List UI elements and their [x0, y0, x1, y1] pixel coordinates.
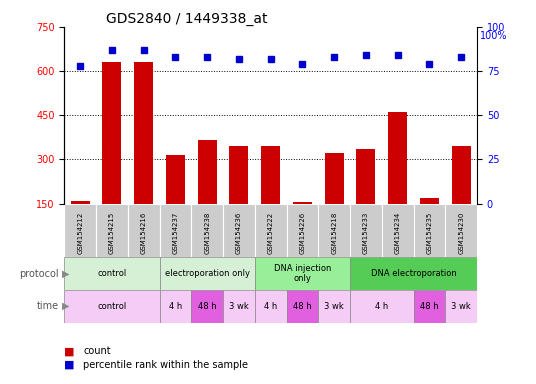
Bar: [223, 290, 255, 323]
Bar: [255, 204, 287, 257]
Bar: [356, 149, 375, 204]
Text: ■: ■: [64, 360, 75, 370]
Bar: [350, 257, 477, 290]
Bar: [191, 204, 223, 257]
Bar: [160, 257, 255, 290]
Text: electroporation only: electroporation only: [165, 269, 250, 278]
Text: GSM154236: GSM154236: [236, 212, 242, 254]
Bar: [160, 290, 191, 323]
Bar: [229, 146, 249, 204]
Bar: [160, 204, 191, 257]
Bar: [255, 290, 287, 323]
Text: GSM154216: GSM154216: [140, 212, 147, 254]
Text: 48 h: 48 h: [198, 302, 217, 311]
Bar: [445, 204, 477, 257]
Bar: [350, 204, 382, 257]
Text: time: time: [37, 301, 59, 311]
Text: GSM154238: GSM154238: [204, 212, 210, 254]
Text: control: control: [98, 302, 126, 311]
Text: ■: ■: [64, 346, 75, 356]
Bar: [102, 62, 122, 204]
Text: GSM154235: GSM154235: [427, 212, 433, 254]
Text: percentile rank within the sample: percentile rank within the sample: [83, 360, 248, 370]
Text: 48 h: 48 h: [420, 302, 439, 311]
Bar: [64, 204, 96, 257]
Text: DNA electroporation: DNA electroporation: [371, 269, 457, 278]
Text: ▶: ▶: [62, 268, 69, 279]
Bar: [64, 257, 160, 290]
Text: GSM154230: GSM154230: [458, 212, 464, 254]
Bar: [71, 200, 90, 204]
Bar: [134, 62, 153, 204]
Text: protocol: protocol: [19, 268, 59, 279]
Text: 4 h: 4 h: [375, 302, 389, 311]
Bar: [223, 204, 255, 257]
Bar: [382, 204, 414, 257]
Text: 3 wk: 3 wk: [229, 302, 249, 311]
Text: GSM154218: GSM154218: [331, 212, 337, 254]
Text: 4 h: 4 h: [169, 302, 182, 311]
Text: GSM154233: GSM154233: [363, 212, 369, 254]
Text: control: control: [98, 269, 126, 278]
Bar: [318, 204, 350, 257]
Text: ▶: ▶: [62, 301, 69, 311]
Bar: [64, 290, 160, 323]
Bar: [166, 155, 185, 204]
Bar: [128, 204, 160, 257]
Text: GSM154222: GSM154222: [267, 212, 274, 254]
Bar: [287, 290, 318, 323]
Text: GDS2840 / 1449338_at: GDS2840 / 1449338_at: [106, 12, 267, 26]
Bar: [414, 290, 445, 323]
Bar: [255, 257, 350, 290]
Bar: [350, 290, 414, 323]
Bar: [287, 204, 318, 257]
Text: GSM154215: GSM154215: [109, 212, 115, 254]
Text: 100%: 100%: [480, 31, 507, 41]
Bar: [261, 146, 280, 204]
Text: 3 wk: 3 wk: [324, 302, 344, 311]
Text: GSM154237: GSM154237: [173, 212, 178, 254]
Bar: [414, 204, 445, 257]
Bar: [96, 204, 128, 257]
Bar: [198, 140, 217, 204]
Text: GSM154212: GSM154212: [77, 212, 83, 254]
Text: 3 wk: 3 wk: [451, 302, 471, 311]
Bar: [191, 290, 223, 323]
Bar: [325, 154, 344, 204]
Bar: [318, 290, 350, 323]
Text: 48 h: 48 h: [293, 302, 312, 311]
Text: GSM154234: GSM154234: [394, 212, 401, 254]
Text: DNA injection
only: DNA injection only: [274, 264, 331, 283]
Bar: [420, 198, 439, 204]
Bar: [388, 112, 407, 204]
Text: count: count: [83, 346, 111, 356]
Bar: [445, 290, 477, 323]
Bar: [293, 202, 312, 204]
Bar: [452, 146, 471, 204]
Text: 4 h: 4 h: [264, 302, 277, 311]
Text: GSM154226: GSM154226: [300, 212, 306, 254]
